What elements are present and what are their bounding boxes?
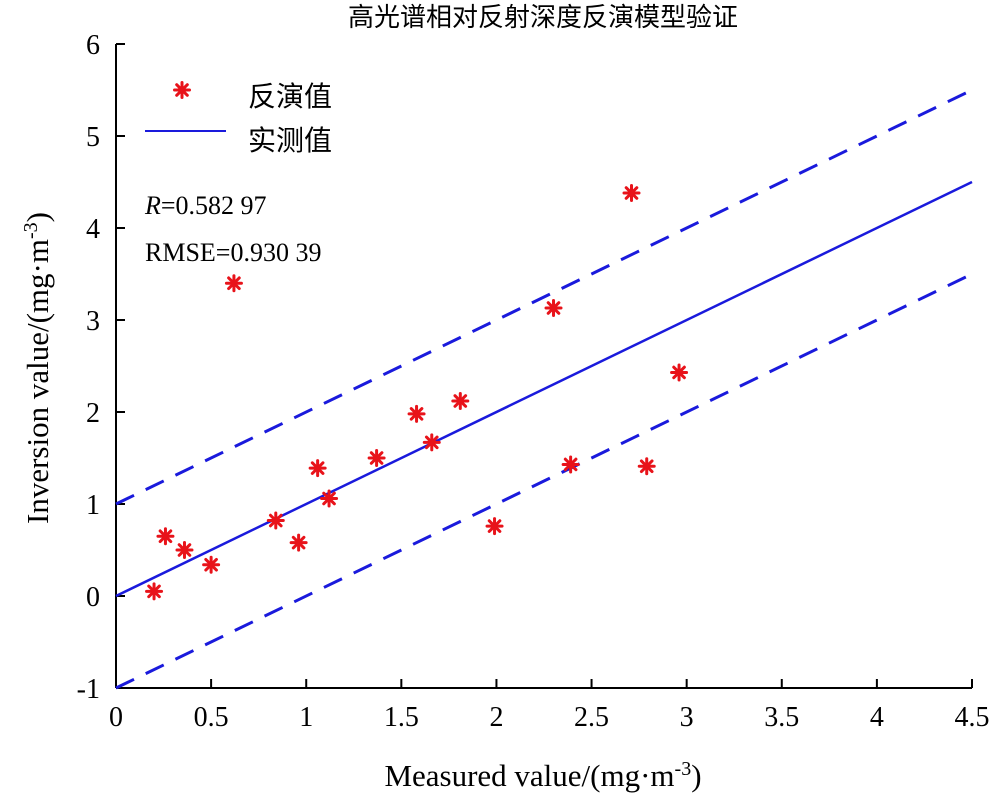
x-axis-title-main: Measured value/(mg·m (384, 758, 674, 793)
scatter-point (156, 527, 175, 546)
legend-label-inversion: 反演值 (248, 81, 332, 113)
scatter-point (224, 274, 243, 293)
chart-title: 高光谱相对反射深度反演模型验证 (348, 3, 738, 32)
scatter-point (367, 449, 386, 467)
y-tick-label: 3 (86, 306, 100, 337)
y-axis-title-sup: -3 (20, 222, 42, 239)
y-axis-title: Inversion value/(mg·m-3) (20, 212, 55, 524)
identity-line (115, 180, 973, 598)
legend: 反演值 实测值 (145, 81, 332, 157)
scatter-point (544, 299, 563, 318)
scatter-point (561, 455, 580, 474)
confidence-band-line (115, 88, 973, 506)
scatter-point (422, 433, 441, 452)
scatter-point (637, 457, 656, 476)
scatter-point (407, 404, 426, 423)
r-value: =0.582 97 (161, 191, 267, 220)
y-tick-label: 4 (86, 214, 100, 245)
x-tick-label: 0 (109, 702, 123, 733)
axes: 0 0.5 1 1.5 2 2.5 3 3.5 4 4.5 -1 0 1 2 3 4 5 6 (77, 30, 990, 733)
x-axis-title-close: ) (691, 758, 701, 793)
x-tick-label: 4.5 (955, 702, 990, 733)
scatter-point (451, 391, 470, 410)
x-tick-label: 1 (299, 702, 313, 733)
x-tick-label: 2.5 (574, 702, 609, 733)
scatter-points (145, 184, 689, 601)
scatter-point (308, 459, 327, 478)
confidence-band-line (115, 272, 973, 690)
scatter-point (145, 582, 164, 601)
x-tick-label: 2 (489, 702, 503, 733)
legend-marker-inversion (173, 81, 191, 99)
scatter-point (289, 533, 308, 552)
scatter-point (175, 541, 194, 559)
x-axis-title-sup: -3 (675, 758, 692, 780)
scatter-point (266, 511, 285, 530)
y-tick-label: 5 (86, 122, 100, 153)
y-tick-label: 6 (86, 30, 100, 61)
x-tick-label: 3.5 (764, 702, 799, 733)
y-tick-label: 0 (86, 582, 100, 613)
x-tick-label: 3 (680, 702, 694, 733)
x-tick-label: 4 (870, 702, 884, 733)
r-symbol: R (144, 191, 161, 220)
scatter-point (622, 184, 641, 203)
scatter-point (485, 517, 504, 536)
reference-lines (115, 88, 973, 690)
y-tick-label: -1 (77, 674, 100, 705)
scatter-point (670, 363, 689, 382)
y-tick-label: 1 (86, 490, 100, 521)
x-tick-label: 0.5 (194, 702, 229, 733)
legend-label-measured: 实测值 (248, 125, 332, 157)
legend-asterisk-icon (173, 81, 191, 99)
y-axis-title-close: ) (20, 212, 55, 222)
y-axis-title-main: Inversion value/(mg·m (20, 239, 55, 524)
y-tick-label: 2 (86, 398, 100, 429)
r-annotation: R=0.582 97 (144, 191, 267, 220)
scatter-point (202, 555, 221, 574)
x-axis-title: Measured value/(mg·m-3) (384, 758, 701, 793)
rmse-annotation: RMSE=0.930 39 (145, 238, 321, 267)
x-tick-label: 1.5 (384, 702, 419, 733)
scatter-point (320, 489, 339, 508)
